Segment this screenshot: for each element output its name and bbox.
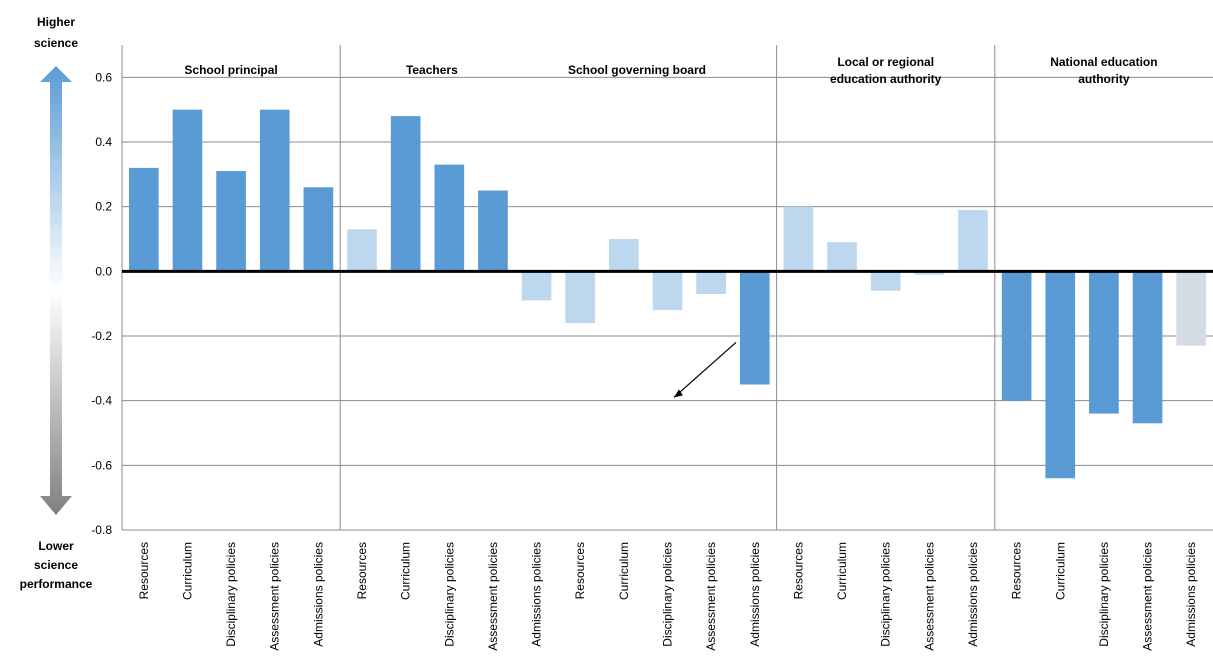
plot-area: 0.6 0.4 0.2 0.0 -0.2 -0.4 -0.6 -0.8 Resources Cur… (91, 45, 1213, 651)
bar (1089, 271, 1119, 414)
category-label: Assessment policies (1141, 542, 1155, 651)
bar (390, 116, 421, 272)
bar (870, 271, 901, 291)
group-label: Teachers (406, 63, 458, 77)
category-label: Curriculum (399, 542, 413, 600)
y-tick-label: -0.4 (91, 394, 112, 408)
y-tick-label: 0.2 (95, 200, 112, 214)
category-label: Assessment policies (268, 542, 282, 651)
bar (652, 271, 683, 311)
category-label: Resources (1010, 542, 1024, 599)
category-label: Admissions policies (1184, 542, 1198, 647)
category-label: Admissions policies (311, 542, 325, 647)
performance-arrow (40, 66, 72, 515)
higher-science-label-line2: science (34, 36, 78, 50)
bar (827, 242, 857, 272)
y-tick-label: 0.6 (95, 70, 112, 84)
bar (609, 239, 639, 272)
bar (696, 271, 726, 294)
category-label: Disciplinary policies (1097, 542, 1111, 647)
bar (1132, 271, 1163, 424)
category-label: Admissions policies (530, 542, 544, 647)
bar (478, 190, 508, 272)
bar (128, 167, 159, 272)
y-tick-label: -0.6 (91, 458, 112, 472)
lower-science-label-line2: science (34, 558, 78, 572)
bar (172, 109, 203, 272)
group-label: School principal (184, 63, 277, 77)
bar (521, 271, 552, 301)
bar (958, 209, 988, 272)
category-label: Disciplinary policies (224, 542, 238, 647)
bar (1045, 271, 1076, 479)
bar (434, 164, 465, 272)
group-label: authority (1078, 72, 1130, 86)
bar (565, 271, 596, 324)
bar (783, 206, 814, 272)
bar (1001, 271, 1032, 401)
y-tick-label: 0.0 (95, 264, 112, 278)
y-tick-label: -0.8 (91, 523, 112, 537)
category-label: Disciplinary policies (661, 542, 675, 647)
category-label: Resources (573, 542, 587, 599)
category-label: Assessment policies (486, 542, 500, 651)
lower-science-label-line3: performance (20, 577, 93, 591)
category-label: Resources (355, 542, 369, 599)
bar (347, 229, 377, 272)
bar (303, 187, 334, 272)
category-label: Assessment policies (704, 542, 718, 651)
category-label: Disciplinary policies (879, 542, 893, 647)
annotation-arrowhead (673, 389, 683, 398)
annotation-arrow (673, 342, 737, 398)
group-label: education authority (830, 72, 942, 86)
category-label: Curriculum (1053, 542, 1067, 600)
performance-arrow-shape (40, 66, 72, 515)
category-label: Assessment policies (922, 542, 936, 651)
group-label: School governing board (568, 63, 706, 77)
group-label: National education (1050, 55, 1157, 69)
category-label: Admissions policies (748, 542, 762, 647)
higher-science-label-line1: Higher (37, 15, 75, 29)
category-label: Admissions policies (966, 542, 980, 647)
bar (1176, 271, 1207, 346)
lower-science-label-line1: Lower (38, 539, 74, 553)
category-label: Disciplinary policies (442, 542, 456, 647)
y-tick-label: -0.2 (91, 329, 112, 343)
category-label: Resources (791, 542, 805, 599)
bar (216, 171, 246, 272)
category-label: Curriculum (180, 542, 194, 600)
y-tick-label: 0.4 (95, 135, 112, 149)
category-label: Resources (137, 542, 151, 599)
category-label: Curriculum (617, 542, 631, 600)
bar (259, 109, 290, 272)
group-label: Local or regional (837, 55, 934, 69)
bar (914, 271, 945, 275)
bar (739, 271, 770, 385)
category-label: Curriculum (835, 542, 849, 600)
